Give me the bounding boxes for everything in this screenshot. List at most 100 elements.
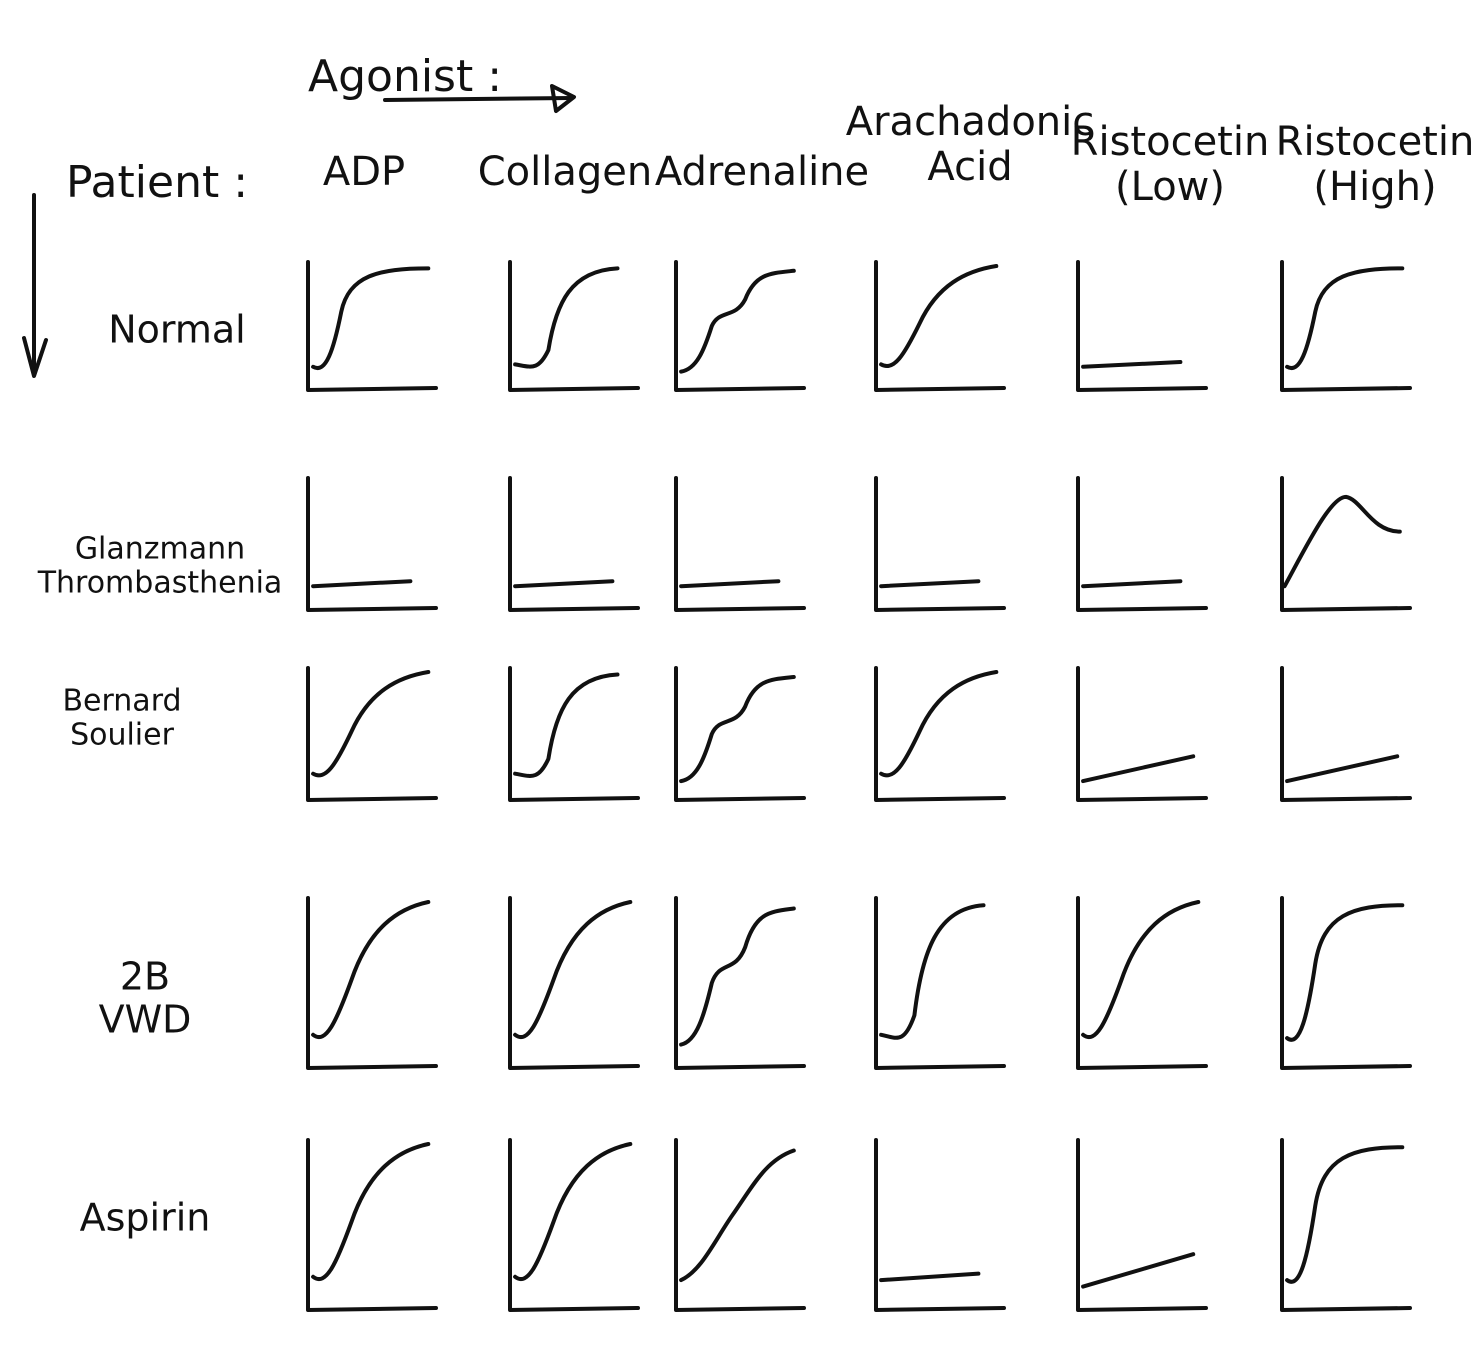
- plot-cell-r2-c5: [1280, 666, 1412, 802]
- aggregation-curve: [1081, 360, 1183, 369]
- plot-axes: [1076, 666, 1208, 802]
- plot-axes: [508, 1138, 640, 1312]
- aggregation-curve: [513, 266, 620, 369]
- plot-axes: [508, 476, 640, 612]
- plot-axes: [1076, 260, 1208, 392]
- plot-axes: [1280, 896, 1412, 1070]
- aggregation-curve: [513, 900, 633, 1039]
- aggregation-curve: [513, 579, 615, 589]
- plot-cell-r4-c2: [674, 1138, 806, 1312]
- column-header-adp: ADP: [322, 149, 406, 195]
- aggregation-curve: [679, 1148, 796, 1283]
- plot-cell-r1-c5: [1280, 476, 1412, 612]
- patient-arrow-head: [22, 336, 48, 378]
- aggregation-curve: [679, 906, 796, 1047]
- plot-axes: [874, 1138, 1006, 1312]
- plot-axes: [874, 476, 1006, 612]
- row-header-2b-vwd: 2B VWD: [98, 954, 192, 1041]
- aggregation-curve: [1285, 1145, 1405, 1284]
- agonist-arrow: [383, 84, 576, 113]
- plot-cell-r0-c5: [1280, 260, 1412, 392]
- agonist-arrow-head: [550, 84, 576, 113]
- plot-axes: [1280, 1138, 1412, 1312]
- plot-axes: [1076, 896, 1208, 1070]
- agonist-arrow-line: [383, 96, 574, 102]
- plot-axes: [306, 666, 438, 802]
- agonist-axis-label: Agonist :: [308, 51, 503, 102]
- plot-axes: [1280, 476, 1412, 612]
- patient-axis-label: Patient :: [66, 157, 249, 208]
- plot-axes: [674, 896, 806, 1070]
- column-header-ristocetin-high: Ristocetin (High): [1275, 119, 1475, 210]
- aggregation-curve: [311, 900, 431, 1039]
- plot-axes: [674, 476, 806, 612]
- aggregation-curve: [1081, 900, 1201, 1039]
- plot-axes: [674, 260, 806, 392]
- plot-cell-r4-c3: [874, 1138, 1006, 1312]
- aggregation-curve: [1285, 754, 1400, 784]
- plot-cell-r3-c0: [306, 896, 438, 1070]
- plot-cell-r1-c1: [508, 476, 640, 612]
- plot-cell-r4-c0: [306, 1138, 438, 1312]
- aggregation-curve: [679, 579, 781, 589]
- aggregation-curve: [879, 903, 986, 1040]
- column-header-arachadonic-acid: Arachadonic Acid: [845, 99, 1095, 190]
- plot-cell-r2-c1: [508, 666, 640, 802]
- plot-cell-r2-c4: [1076, 666, 1208, 802]
- plot-cell-r0-c3: [874, 260, 1006, 392]
- plot-axes: [874, 896, 1006, 1070]
- aggregation-curve: [679, 268, 796, 374]
- column-header-collagen: Collagen: [477, 149, 653, 195]
- patient-arrow: [22, 193, 48, 378]
- aggregation-curve: [513, 1142, 633, 1281]
- aggregation-curve: [1285, 903, 1405, 1042]
- column-header-adrenaline: Adrenaline: [654, 149, 870, 195]
- plot-axes: [874, 666, 1006, 802]
- aggregation-curve: [679, 675, 796, 784]
- plot-axes: [674, 1138, 806, 1312]
- plot-cell-r3-c4: [1076, 896, 1208, 1070]
- plot-cell-r0-c2: [674, 260, 806, 392]
- aggregation-curve: [879, 1271, 981, 1283]
- column-header-ristocetin-low: Ristocetin (Low): [1070, 119, 1270, 210]
- plot-cell-r4-c4: [1076, 1138, 1208, 1312]
- plot-cell-r4-c1: [508, 1138, 640, 1312]
- plot-cell-r1-c0: [306, 476, 438, 612]
- plot-cell-r4-c5: [1280, 1138, 1412, 1312]
- aggregation-curve: [311, 670, 431, 778]
- plot-cell-r1-c3: [874, 476, 1006, 612]
- aggregation-curve: [311, 266, 431, 371]
- plot-axes: [1076, 1138, 1208, 1312]
- plot-cell-r0-c4: [1076, 260, 1208, 392]
- aggregation-curve: [1081, 754, 1196, 784]
- plot-axes: [1280, 260, 1412, 392]
- plot-cell-r0-c0: [306, 260, 438, 392]
- plot-cell-r2-c2: [674, 666, 806, 802]
- plot-axes: [508, 260, 640, 392]
- plot-cell-r2-c3: [874, 666, 1006, 802]
- plot-axes: [508, 666, 640, 802]
- aggregation-curve: [879, 264, 999, 368]
- plot-cell-r1-c2: [674, 476, 806, 612]
- aggregation-curve: [311, 579, 413, 589]
- aggregation-curve: [1282, 494, 1402, 589]
- plot-axes: [306, 896, 438, 1070]
- aggregation-curve: [879, 670, 999, 778]
- plot-axes: [508, 896, 640, 1070]
- plot-cell-r3-c3: [874, 896, 1006, 1070]
- plot-cell-r3-c2: [674, 896, 806, 1070]
- aggregation-curve: [311, 1142, 431, 1281]
- row-header-glanzmann: Glanzmann Thrombasthenia: [37, 531, 283, 600]
- plot-cell-r3-c5: [1280, 896, 1412, 1070]
- plot-axes: [874, 260, 1006, 392]
- aggregation-curve: [1285, 266, 1405, 371]
- plot-cell-r2-c0: [306, 666, 438, 802]
- aggregation-curve: [1081, 1252, 1196, 1289]
- plot-axes: [306, 260, 438, 392]
- aggregation-curve: [879, 579, 981, 589]
- plot-axes: [674, 666, 806, 802]
- aggregation-curve: [513, 672, 620, 778]
- plot-axes: [1076, 476, 1208, 612]
- plot-axes: [306, 1138, 438, 1312]
